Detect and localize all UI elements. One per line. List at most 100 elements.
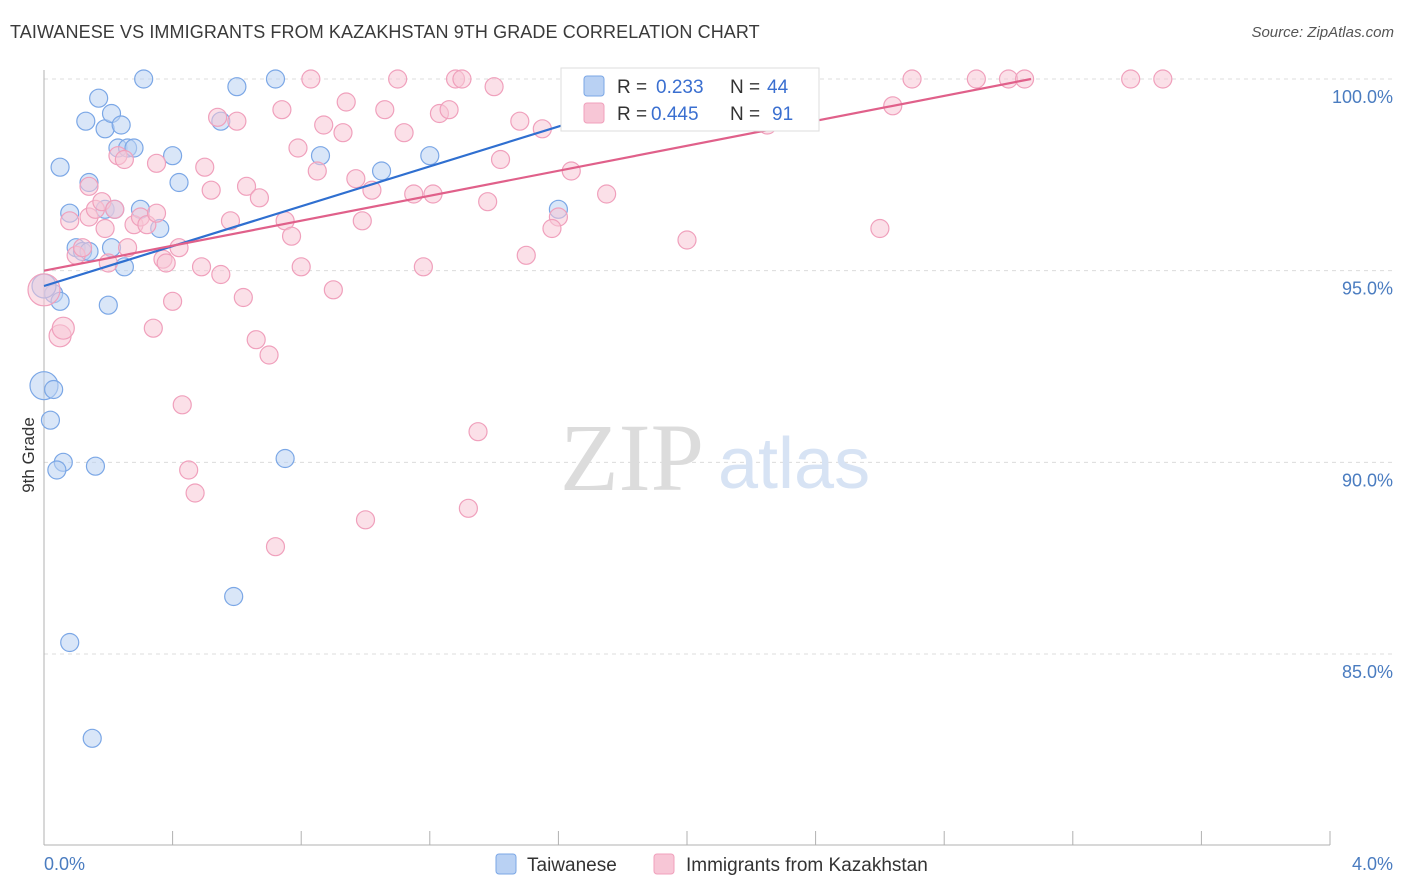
- y-tick-label-3: 85.0%: [1342, 662, 1393, 682]
- kazakhstan-point-29: [195, 157, 215, 177]
- kazakhstan-point-46: [301, 69, 321, 89]
- taiwanese-point-8: [224, 586, 244, 607]
- taiwanese-point-38: [227, 77, 247, 97]
- kazakhstan-point-38: [249, 188, 270, 208]
- taiwanese-point-35: [89, 88, 109, 108]
- kazakhstan-trend-line: [43, 77, 1032, 272]
- kazakhstan-point-52: [346, 169, 366, 189]
- stats-r-value-kazakhstan: 0.445: [651, 104, 699, 125]
- kazakhstan-point-54: [355, 510, 376, 530]
- stats-n-label-1: N =: [730, 77, 760, 98]
- taiwanese-point-31: [76, 111, 96, 131]
- y-axis-label: 9th Grade: [19, 417, 38, 493]
- kazakhstan-point-84: [902, 69, 922, 89]
- kazakhstan-point-60: [413, 257, 433, 277]
- kazakhstan-point-27: [185, 483, 205, 503]
- kazakhstan-point-58: [394, 123, 414, 143]
- taiwanese-point-39: [265, 69, 286, 89]
- kazakhstan-point-85: [966, 69, 986, 89]
- kazakhstan-point-35: [233, 287, 253, 308]
- legend: Taiwanese Immigrants from Kazakhstan: [495, 853, 928, 876]
- chart-title: TAIWANESE VS IMMIGRANTS FROM KAZAKHSTAN …: [10, 22, 760, 42]
- kazakhstan-point-43: [281, 226, 302, 246]
- stats-box: R = 0.233 N = 44 R = 0.445 N = 91: [560, 67, 820, 132]
- taiwanese-point-29: [163, 146, 183, 166]
- kazakhstan-point-30: [201, 180, 221, 200]
- kazakhstan-point-14: [114, 149, 134, 170]
- stats-r-label-2: R =: [617, 104, 647, 125]
- taiwanese-point-25: [50, 157, 70, 177]
- taiwanese-point-36: [134, 69, 154, 89]
- taiwanese-point-7: [82, 728, 102, 748]
- kazakhstan-point-26: [179, 460, 199, 480]
- kazakhstan-point-31: [208, 107, 228, 127]
- kazakhstan-point-67: [468, 422, 488, 442]
- kazakhstan-point-33: [220, 211, 241, 231]
- kazakhstan-point-71: [510, 111, 530, 131]
- watermark-atlas: atlas: [718, 424, 870, 504]
- kazakhstan-point-70: [490, 149, 511, 170]
- kazakhstan-point-7: [79, 176, 99, 196]
- kazakhstan-point-44: [288, 138, 308, 158]
- taiwanese-point-1: [44, 379, 64, 400]
- gridlines: [44, 78, 1395, 655]
- kazakhstan-point-53: [352, 211, 372, 231]
- kazakhstan-point-20: [146, 153, 167, 173]
- stats-n-value-kazakhstan: 91: [772, 104, 793, 125]
- kazakhstan-point-40: [265, 537, 286, 557]
- kazakhstan-point-89: [1153, 69, 1173, 89]
- taiwanese-point-41: [371, 161, 392, 181]
- kazakhstan-point-63: [439, 100, 459, 120]
- taiwanese-point-34: [111, 115, 131, 135]
- kazakhstan-point-10: [95, 218, 115, 239]
- data-points: [27, 69, 1173, 748]
- kazakhstan-point-3: [60, 211, 80, 231]
- legend-swatch-taiwanese: [495, 853, 517, 875]
- watermark: ZIP atlas: [560, 404, 870, 511]
- taiwanese-point-2: [40, 410, 61, 430]
- kazakhstan-point-22: [156, 253, 176, 273]
- legend-label-kazakhstan: Immigrants from Kazakhstan: [686, 855, 928, 876]
- stats-swatch-kazakhstan: [583, 102, 605, 124]
- kazakhstan-point-25: [172, 395, 192, 415]
- kazakhstan-point-47: [307, 161, 327, 181]
- legend-label-taiwanese: Taiwanese: [527, 855, 617, 876]
- taiwanese-point-42: [420, 146, 440, 166]
- chart-source: Source: ZipAtlas.com: [1251, 24, 1394, 41]
- kazakhstan-point-12: [105, 199, 125, 219]
- kazakhstan-point-32: [211, 264, 231, 285]
- kazakhstan-point-56: [375, 100, 395, 120]
- kazakhstan-point-65: [452, 69, 472, 89]
- kazakhstan-point-68: [478, 192, 498, 212]
- stats-r-label-1: R =: [617, 77, 647, 98]
- y-tick-label-0: 100.0%: [1332, 87, 1393, 107]
- y-tick-label-2: 90.0%: [1342, 470, 1393, 490]
- kazakhstan-point-66: [458, 498, 478, 518]
- kazakhstan-point-39: [259, 345, 279, 365]
- kazakhstan-point-88: [1121, 69, 1141, 89]
- kazakhstan-point-5: [72, 238, 93, 258]
- axes: 0.0% 4.0% 100.0% 95.0% 90.0% 85.0%: [43, 70, 1393, 874]
- kazakhstan-point-2: [51, 316, 75, 340]
- kazakhstan-point-45: [291, 257, 311, 277]
- kazakhstan-point-50: [333, 123, 353, 143]
- kazakhstan-point-75: [542, 218, 562, 239]
- kazakhstan-point-19: [143, 318, 163, 338]
- stats-n-label-2: N =: [730, 104, 760, 125]
- watermark-zip: ZIP: [560, 404, 704, 511]
- taiwanese-point-12: [98, 295, 118, 315]
- kazakhstan-point-34: [227, 111, 247, 131]
- kazakhstan-point-37: [246, 330, 266, 350]
- kazakhstan-point-72: [516, 245, 536, 265]
- kazakhstan-point-79: [677, 230, 697, 250]
- trend-lines: [43, 77, 1032, 288]
- kazakhstan-point-23: [163, 291, 183, 311]
- kazakhstan-point-77: [597, 184, 617, 204]
- kazakhstan-point-36: [236, 176, 257, 196]
- kazakhstan-point-69: [484, 77, 504, 97]
- kazakhstan-point-57: [388, 69, 408, 89]
- kazakhstan-point-82: [870, 218, 890, 239]
- stats-r-value-taiwanese: 0.233: [656, 77, 704, 98]
- kazakhstan-point-51: [336, 92, 356, 112]
- y-tick-label-1: 95.0%: [1342, 279, 1393, 299]
